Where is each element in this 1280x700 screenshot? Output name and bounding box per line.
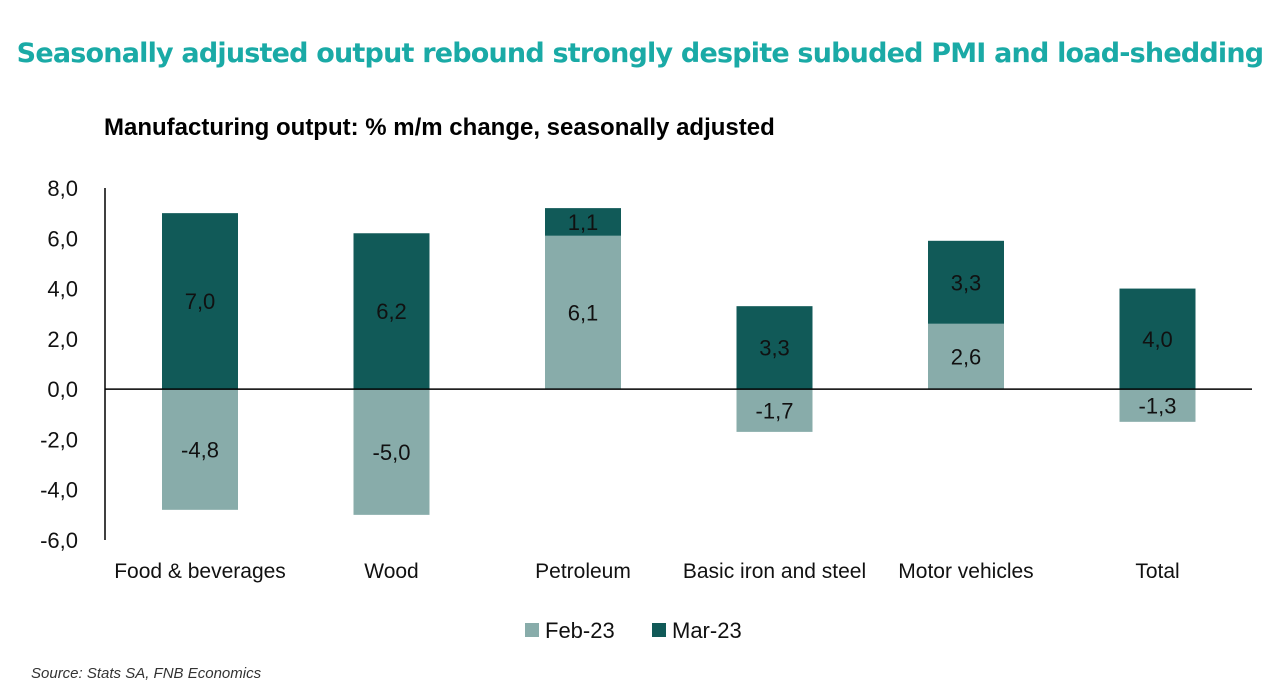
bar-mar-23 [353, 233, 430, 390]
source-note: Source: Stats SA, FNB Economics [31, 665, 262, 682]
legend-label: Mar-23 [672, 618, 742, 643]
data-label: 6,2 [376, 299, 407, 324]
bar-mar-23 [545, 208, 621, 236]
x-tick-label: Motor vehicles [898, 560, 1033, 583]
legend-swatch-feb-23 [525, 623, 539, 637]
y-tick-label: 8,0 [47, 176, 78, 201]
chart-subtitle: Manufacturing output: % m/m change, seas… [104, 114, 775, 141]
bar-feb-23 [545, 235, 621, 390]
data-label: 1,1 [568, 210, 599, 235]
y-tick-label: 6,0 [47, 226, 78, 251]
x-tick-label: Total [1135, 560, 1179, 583]
data-label: -4,8 [181, 437, 219, 462]
y-tick-label: -4,0 [40, 478, 78, 503]
y-tick-label: -6,0 [40, 528, 78, 553]
data-label: -5,0 [373, 440, 411, 465]
x-tick-label: Food & beverages [114, 560, 286, 583]
bar-feb-23 [162, 389, 238, 510]
bar-mar-23 [162, 213, 238, 390]
bar-feb-23 [928, 323, 1004, 390]
data-label: -1,3 [1139, 393, 1177, 418]
bar-feb-23 [353, 389, 430, 515]
data-label: 6,1 [568, 300, 599, 325]
y-tick-label: -2,0 [40, 427, 78, 452]
x-tick-label: Wood [364, 560, 418, 583]
x-tick-label: Petroleum [535, 560, 631, 583]
chart-title: Seasonally adjusted output rebound stron… [16, 38, 1264, 69]
y-tick-label: 4,0 [47, 277, 78, 302]
bar-feb-23 [1119, 389, 1196, 422]
data-label: 2,6 [951, 344, 982, 369]
bar-mar-23 [736, 306, 813, 390]
data-label: 4,0 [1142, 327, 1173, 352]
bar-feb-23 [736, 389, 813, 432]
data-label: -1,7 [756, 399, 794, 424]
y-tick-label: 0,0 [47, 377, 78, 402]
y-tick-label: 2,0 [47, 327, 78, 352]
legend-swatch-mar-23 [652, 623, 666, 637]
bar-mar-23 [1119, 288, 1196, 390]
data-label: 7,0 [185, 289, 216, 314]
bar-mar-23 [928, 240, 1004, 324]
data-label: 3,3 [759, 336, 790, 361]
legend-label: Feb-23 [545, 618, 615, 643]
data-label: 3,3 [951, 270, 982, 295]
x-tick-label: Basic iron and steel [683, 560, 866, 583]
